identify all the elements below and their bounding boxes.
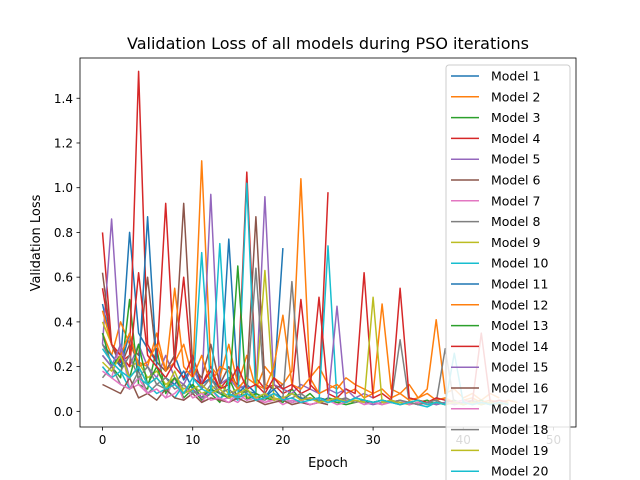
legend-label-model-19: Model 19 [491, 443, 548, 458]
legend-label-model-8: Model 8 [491, 214, 541, 229]
legend-label-model-14: Model 14 [491, 339, 548, 354]
series-line-model-14 [101, 271, 509, 404]
axes-frame [79, 57, 577, 428]
series-line-model-2 [101, 160, 500, 401]
legend-label-model-10: Model 10 [491, 256, 548, 271]
y-tick-label: 0.4 [54, 315, 73, 329]
y-tick-label: 1.4 [54, 92, 73, 106]
legend-label-model-1: Model 1 [491, 69, 540, 84]
x-tick-label: 30 [365, 433, 380, 447]
legend-label-model-15: Model 15 [491, 360, 548, 375]
legend-label-model-6: Model 6 [491, 173, 541, 188]
chart-title: Validation Loss of all models during PSO… [127, 34, 529, 53]
x-tick-label: 0 [99, 433, 107, 447]
y-axis-label: Validation Loss [29, 194, 44, 291]
legend-label-model-9: Model 9 [491, 235, 541, 250]
legend-box [445, 64, 571, 480]
series-line-model-4 [101, 70, 329, 395]
y-tick-label: 1.0 [54, 181, 73, 195]
series-layer [101, 70, 518, 408]
legend-label-model-16: Model 16 [491, 381, 548, 396]
legend-label-model-12: Model 12 [491, 297, 548, 312]
y-tick-label: 0.6 [54, 271, 73, 285]
y-tick-label: 0.8 [54, 226, 73, 240]
legend-label-model-13: Model 13 [491, 318, 548, 333]
legend-label-model-2: Model 2 [491, 89, 540, 104]
y-tick-label: 1.2 [54, 136, 73, 150]
legend-label-model-4: Model 4 [491, 131, 541, 146]
legend: Model 1 Model 2 Model 3 Model 4 Model 5 Model… [445, 64, 571, 480]
legend-label-model-18: Model 18 [491, 422, 548, 437]
legend-label-model-17: Model 17 [491, 401, 548, 416]
legend-label-model-7: Model 7 [491, 193, 540, 208]
legend-label-model-3: Model 3 [491, 110, 540, 125]
series-line-model-18 [101, 267, 509, 406]
x-tick-label: 20 [275, 433, 290, 447]
y-tick-label: 0.0 [54, 405, 73, 419]
series-line-model-20 [101, 242, 509, 406]
y-tick-label: 0.2 [54, 360, 73, 374]
legend-label-model-5: Model 5 [491, 152, 540, 167]
legend-label-model-11: Model 11 [491, 277, 548, 292]
x-axis-label: Epoch [308, 456, 348, 471]
x-tick-label: 10 [185, 433, 200, 447]
legend-label-model-20: Model 20 [491, 464, 548, 479]
